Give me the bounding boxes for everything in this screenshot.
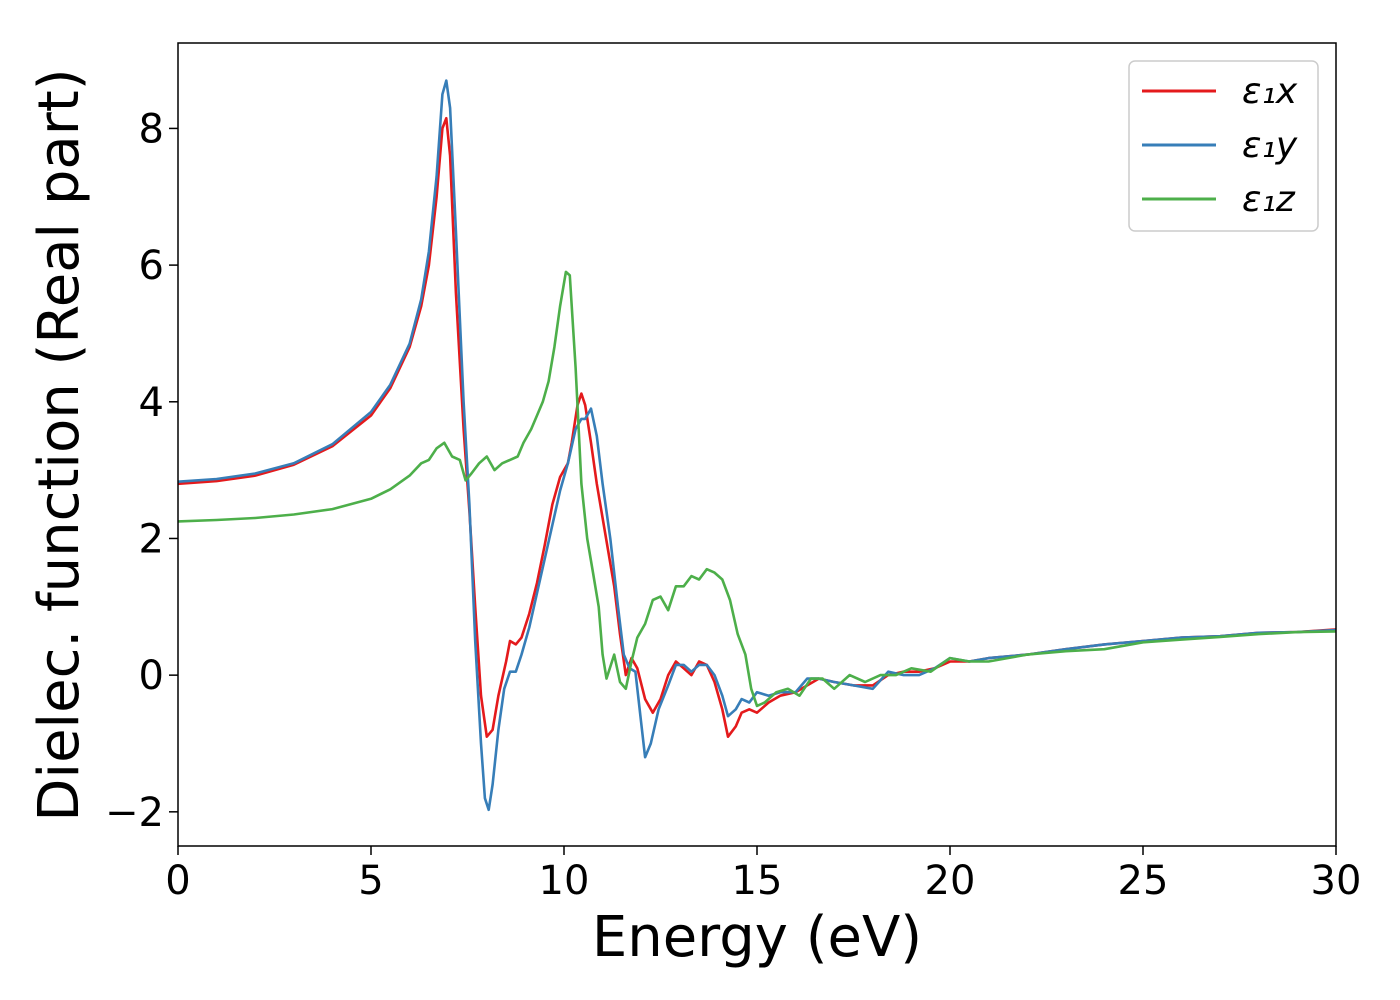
- y-tick-label: 8: [139, 106, 164, 152]
- x-tick-label: 5: [358, 858, 383, 904]
- y-tick-label: 4: [139, 380, 164, 426]
- x-axis: 0 5 10 15 20 25 30: [165, 846, 1361, 904]
- legend-label-1: ε₁y: [1242, 125, 1298, 166]
- y-axis: −2 0 2 4 6 8: [105, 106, 178, 836]
- y-axis-title: Dielec. function (Real part): [27, 68, 92, 821]
- y-tick-label: 6: [139, 243, 164, 289]
- legend-box: [1128, 60, 1319, 232]
- x-axis-title: Energy (eV): [592, 905, 922, 970]
- legend-label-0: ε₁x: [1242, 71, 1298, 112]
- y-tick-label: 0: [139, 653, 164, 699]
- x-tick-label: 30: [1311, 858, 1362, 904]
- series-layer: [178, 79, 1336, 812]
- y-tick-label: 2: [139, 516, 164, 562]
- y-tick-label: −2: [105, 790, 164, 836]
- x-tick-label: 10: [539, 858, 590, 904]
- legend: ε₁x ε₁y ε₁z: [1128, 60, 1319, 232]
- x-tick-label: 15: [732, 858, 783, 904]
- series-line-2: [178, 270, 1336, 708]
- x-tick-label: 20: [925, 858, 976, 904]
- x-tick-label: 25: [1118, 858, 1169, 904]
- legend-label-2: ε₁z: [1242, 179, 1296, 220]
- x-tick-label: 0: [165, 858, 190, 904]
